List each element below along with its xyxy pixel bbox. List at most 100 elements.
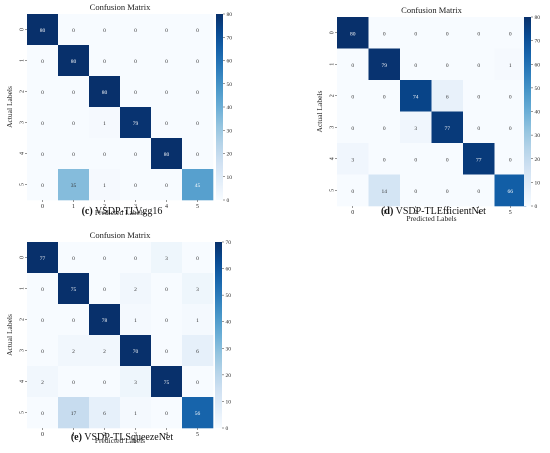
cell-value-label-r0-c2: 0 [414,31,417,37]
x-tick-label-5: 5 [196,204,199,210]
heatmap-cell-r2-c3 [120,304,152,336]
colorbar-tick-label-3: 30 [226,346,232,352]
heatmap-cell-r2-c3 [431,80,464,112]
heatmap-cell-r4-c5 [182,138,214,170]
cell-value-label-r3-c4: 0 [477,126,480,132]
heatmap-cell-r2-c5 [494,80,527,112]
cell-value-label-r3-c1: 0 [383,126,386,132]
cell-value-label-r2-c3: 0 [134,90,137,96]
cell-value-label-r0-c5: 0 [196,28,199,34]
cell-value-label-r1-c2: 0 [103,287,106,293]
heatmap-cell-r2-c5 [182,304,214,336]
heatmap-cell-r2-c4 [151,76,183,108]
y-tick-label-3: 3 [329,126,335,129]
cell-value-label-r5-c0: 0 [41,411,44,417]
cell-value-label-r4-c4: 77 [476,157,482,163]
heatmap-cell-r0-c3 [120,14,152,46]
colorbar-tick-label-4: 40 [227,105,233,111]
cell-value-label-r5-c3: 0 [134,183,137,189]
heatmap-cell-r4-c2 [400,143,432,175]
figure-caption: (d) VSDP-TLEfficientNet [381,206,486,217]
cell-value-label-r4-c4: 80 [164,152,170,158]
cell-value-label-r3-c1: 0 [72,121,75,127]
cell-value-label-r0-c4: 0 [165,28,168,34]
heatmap-cell-r4-c3 [120,138,152,170]
x-tick-label-5: 5 [196,432,199,438]
colorbar-tick-label-7: 70 [535,39,541,45]
x-tick-label-3: 3 [134,204,137,210]
caption-letter: (c) [82,206,93,217]
heatmap-cell-r4-c2 [89,366,121,398]
heatmap-cell-r0-c5 [182,14,214,46]
heatmap-cell-r0-c4 [463,17,495,49]
heatmap-cell-r3-c0 [27,335,59,367]
x-tick-label-2: 2 [103,432,106,438]
cell-value-label-r1-c0: 0 [351,63,354,69]
y-tick-label-1: 1 [19,287,25,290]
heatmap-cell-r5-c0 [337,174,369,207]
cell-value-label-r1-c1: 79 [382,63,388,69]
x-tick-label-1: 1 [383,210,386,216]
heatmap-cell-r5-c3 [431,174,464,207]
x-axis-label: Predicted Labels [406,214,456,223]
cell-value-label-r3-c5: 6 [196,349,199,355]
cell-value-label-r1-c2: 0 [103,59,106,65]
heatmap-cell-r1-c5 [494,48,527,81]
cell-value-label-r3-c4: 0 [165,121,168,127]
heatmap-cell-r3-c5 [494,111,527,144]
colorbar-tick-label-1: 10 [535,180,541,186]
heatmap-cell-r5-c4 [463,174,495,207]
y-tick-label-3: 3 [19,349,25,352]
heatmap-cell-r5-c3 [120,397,152,429]
heatmap-cell-r4-c0 [27,366,59,398]
cell-value-label-r5-c4: 0 [477,189,480,195]
heatmap-cell-r3-c4 [151,335,183,367]
heatmap-cell-r1-c3 [431,48,464,81]
y-tick-label-2: 2 [329,94,335,97]
heatmap-cell-r2-c1 [58,76,90,108]
cell-value-label-r3-c3: 79 [133,121,139,127]
heatmap-cell-r4-c5 [494,143,527,175]
cell-value-label-r0-c0: 77 [40,256,46,262]
heatmap-cell-r5-c5 [182,169,214,201]
cell-value-label-r0-c4: 0 [477,31,480,37]
cell-value-label-r5-c5: 66 [508,189,514,195]
colorbar-tick-label-2: 20 [226,373,232,379]
heatmap-cell-r1-c4 [463,48,495,81]
heatmap-cell-r3-c3 [431,111,464,144]
cell-value-label-r4-c4: 75 [164,380,170,386]
y-axis-label: Actual Labels [5,86,14,128]
cell-value-label-r4-c0: 0 [41,152,44,158]
heatmap-cell-r3-c0 [27,107,59,139]
colorbar-tick-label-1: 10 [227,175,233,181]
heatmap-cell-r1-c4 [151,273,183,305]
x-tick-label-0: 0 [41,432,44,438]
cell-value-label-r5-c0: 0 [351,189,354,195]
cell-value-label-r4-c0: 2 [41,380,44,386]
colorbar-tick-label-8: 80 [227,12,233,18]
x-tick-label-5: 5 [509,210,512,216]
cell-value-label-r0-c1: 0 [72,28,75,34]
cell-value-label-r2-c3: 6 [446,94,449,100]
colorbar-tick-label-5: 50 [535,86,541,92]
cell-value-label-r1-c3: 2 [134,287,137,293]
heatmap-cell-r5-c4 [151,169,183,201]
cell-value-label-r1-c4: 0 [165,287,168,293]
x-tick-label-2: 2 [103,204,106,210]
heatmap-cell-r5-c1 [58,397,90,429]
cell-value-label-r0-c4: 3 [165,256,168,262]
heatmap-cell-r4-c2 [89,138,121,170]
y-tick-label-0: 0 [329,31,335,34]
cell-value-label-r5-c1: 35 [71,183,77,189]
cell-value-label-r2-c1: 0 [383,94,386,100]
figure-caption: (c) VSDP-TLVgg16 [82,206,163,217]
heatmap-cell-r1-c0 [337,48,369,81]
cell-value-label-r2-c0: 0 [41,318,44,324]
cell-value-label-r0-c3: 0 [134,256,137,262]
colorbar-tick-label-6: 60 [226,267,232,273]
colorbar-tick-label-0: 0 [227,198,230,204]
heatmap-cell-r5-c1 [58,169,90,201]
colorbar-tick-label-0: 0 [535,204,538,210]
